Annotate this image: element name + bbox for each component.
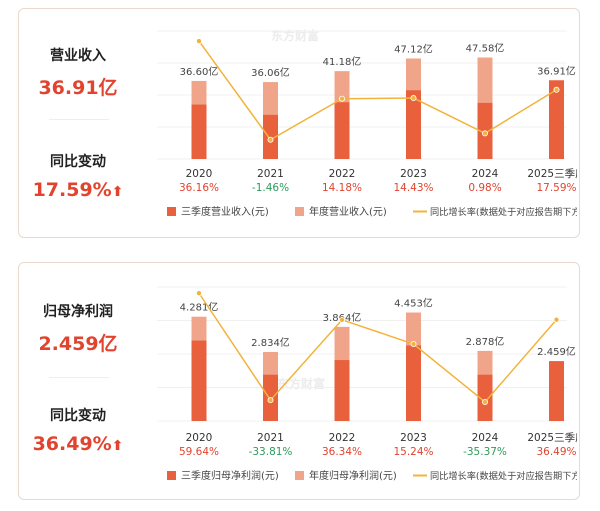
category-label: 2024	[472, 432, 499, 444]
growth-label: 15.24%	[393, 446, 433, 458]
legend-label: 同比增长率(数据处于对应报告期下方)	[430, 470, 577, 482]
q3-bar	[191, 104, 207, 159]
growth-label: 17.59%	[536, 182, 576, 194]
q3-bar	[191, 340, 207, 421]
bar-value-label: 4.281亿	[180, 301, 219, 314]
category-label: 2022	[329, 168, 356, 180]
revenue-change-label: 同比变动	[50, 154, 106, 170]
growth-line	[198, 292, 558, 404]
bar-value-label: 47.58亿	[466, 41, 505, 54]
net-profit-metric: 归母净利润 2.459亿	[19, 301, 137, 356]
bar-value-label: 47.12亿	[394, 42, 433, 55]
revenue-panel: 营业收入 36.91亿 同比变动 17.59%⬆ 东方财富 36.60亿 2020…	[18, 8, 580, 238]
growth-point	[267, 397, 274, 404]
category-label: 2025三季度	[527, 167, 577, 180]
growth-label: 0.98%	[468, 182, 501, 194]
up-arrow-icon: ⬆	[111, 184, 124, 200]
revenue-metric: 营业收入 36.91亿	[19, 45, 137, 100]
bar-value-label: 2.459亿	[537, 345, 576, 358]
growth-label: 59.64%	[179, 446, 219, 458]
legend-swatch	[295, 207, 304, 216]
bar-value-label: 36.91亿	[537, 64, 576, 77]
bar-value-label: 41.18亿	[323, 55, 362, 68]
category-label: 2021	[257, 168, 284, 180]
category-label: 2020	[186, 168, 213, 180]
bar-value-label: 36.60亿	[180, 65, 219, 78]
revenue-summary: 营业收入 36.91亿 同比变动 17.59%⬆	[19, 9, 137, 237]
growth-point	[267, 136, 274, 143]
growth-point	[338, 316, 345, 323]
category-label: 2025三季度	[527, 431, 577, 444]
growth-label: 14.18%	[322, 182, 362, 194]
watermark: 东方财富	[271, 29, 320, 43]
category-label: 2024	[472, 168, 499, 180]
q3-bar	[334, 360, 350, 421]
growth-point	[410, 340, 417, 347]
revenue-chart: 36.60亿 2020 36.16% 36.06亿 2021 -1.46% 41.18亿 20…	[157, 30, 577, 218]
bar-value-label: 2.878亿	[466, 335, 505, 348]
bar-value-label: 36.06亿	[251, 66, 290, 79]
growth-label: -33.81%	[249, 446, 293, 458]
growth-label: 14.43%	[393, 182, 433, 194]
revenue-label: 营业收入	[50, 48, 106, 64]
q3-bar	[406, 90, 421, 159]
net-profit-label: 归母净利润	[43, 304, 113, 320]
growth-point	[338, 95, 345, 102]
growth-point	[196, 38, 203, 45]
growth-label: -1.46%	[252, 182, 289, 194]
legend-label: 三季度营业收入(元)	[181, 205, 269, 218]
revenue-change-metric: 同比变动 17.59%⬆	[19, 151, 137, 201]
growth-point	[481, 130, 488, 137]
category-label: 2020	[186, 432, 213, 444]
growth-point	[196, 290, 203, 297]
legend-label: 年度归母净利润(元)	[309, 469, 397, 482]
net-profit-change-row: 36.49%⬆	[19, 433, 137, 455]
growth-label: 36.49%	[536, 446, 576, 458]
q3-bar	[549, 80, 564, 159]
growth-point	[553, 86, 560, 93]
legend-swatch	[295, 471, 304, 480]
bar-value-label: 4.453亿	[394, 297, 433, 310]
legend-swatch	[167, 471, 176, 480]
category-label: 2023	[400, 432, 427, 444]
q3-bar	[406, 345, 421, 421]
divider	[49, 119, 109, 120]
category-label: 2023	[400, 168, 427, 180]
revenue-change-value: 17.59%	[32, 179, 112, 201]
legend-label: 三季度归母净利润(元)	[181, 469, 279, 482]
bar-value-label: 2.834亿	[251, 336, 290, 349]
growth-label: -35.37%	[463, 446, 507, 458]
legend-label: 同比增长率(数据处于对应报告期下方)	[430, 206, 577, 218]
growth-label: 36.34%	[322, 446, 362, 458]
divider	[49, 377, 109, 378]
growth-point	[553, 316, 560, 323]
category-label: 2021	[257, 432, 284, 444]
q3-bar	[549, 361, 564, 421]
net-profit-summary: 归母净利润 2.459亿 同比变动 36.49%⬆	[19, 263, 137, 499]
up-arrow-icon: ⬆	[111, 438, 124, 454]
q3-bar	[334, 102, 350, 159]
revenue-change-row: 17.59%⬆	[19, 179, 137, 201]
net-profit-value: 2.459亿	[38, 333, 118, 355]
net-profit-panel: 归母净利润 2.459亿 同比变动 36.49%⬆ 东方财富 4.281亿 202…	[18, 262, 580, 500]
revenue-value: 36.91亿	[38, 77, 118, 99]
net-profit-change-value: 36.49%	[32, 433, 112, 455]
net-profit-change-metric: 同比变动 36.49%⬆	[19, 405, 137, 455]
net-profit-change-label: 同比变动	[50, 408, 106, 424]
growth-point	[410, 95, 417, 102]
growth-point	[481, 398, 488, 405]
growth-label: 36.16%	[179, 182, 219, 194]
net-profit-chart: 4.281亿202059.64%2.834亿2021-33.81%3.864亿2…	[157, 286, 577, 482]
category-label: 2022	[329, 432, 356, 444]
q3-bar	[477, 374, 493, 421]
legend-label: 年度营业收入(元)	[309, 205, 387, 218]
legend-swatch	[167, 207, 176, 216]
growth-line	[198, 40, 557, 141]
